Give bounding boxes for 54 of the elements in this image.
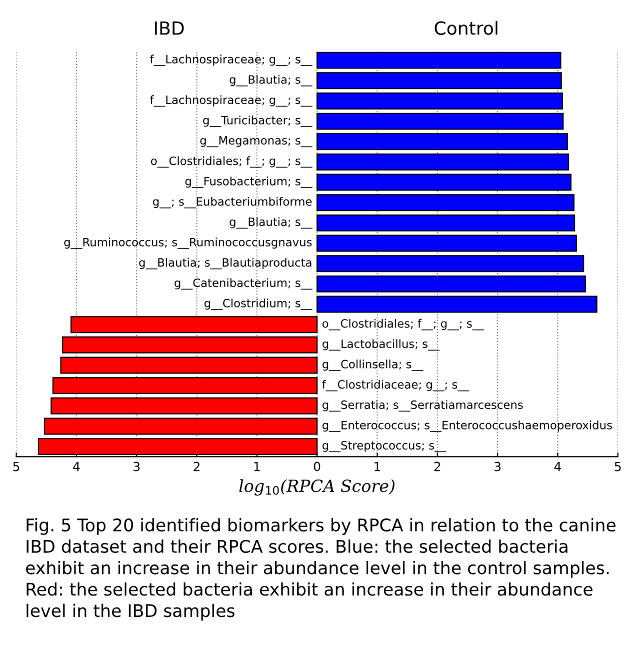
x-axis-title: log$_{10}$(RPCA Score): [239, 479, 394, 496]
bar: [50, 397, 318, 414]
x-tick-label: 3: [134, 462, 140, 472]
bar: [316, 112, 564, 130]
caption: Fig. 5 Top 20 identified biomarkers by RPCA in relation to the canine IBD dataset and their RPCA scores. Blue: the selected bacteria exhibit an increase in their abundance level in the control samples. Red: the selected bacteria exhibit an increase in their abundance level in the IBD samples: [26, 518, 616, 621]
y-tick-label: g__Blautia; s__: [230, 74, 312, 86]
y-tick-label: g__Clostridium; s__: [204, 298, 312, 310]
y-tick-label: g__Collinsella; s__: [322, 360, 424, 371]
bar: [316, 92, 564, 110]
y-tick-label: g__Megamonas; s__: [200, 136, 312, 148]
bar: [316, 234, 577, 252]
bar: [316, 72, 562, 90]
bar: [52, 377, 318, 394]
x-tick-label: 4: [554, 462, 561, 472]
text: Control: [434, 20, 498, 35]
bar: [62, 336, 318, 354]
bar: [316, 214, 576, 232]
bar: [70, 316, 318, 334]
y-tick-label: g__; s__Eubacteriumbiforme: [153, 196, 312, 208]
y-tick-label: f__Clostridiaceae; g__; s__: [322, 380, 470, 392]
x-tick-label: 0: [314, 462, 320, 472]
x-tick-label: 5: [614, 462, 621, 472]
y-tick-label: g__Catenibacterium; s__: [174, 278, 312, 290]
y-tick-label: g__Blautia; s__Blautiaproducta: [139, 258, 312, 270]
bar: [44, 418, 318, 435]
y-tick-label: g__Lactobacillus; s__: [322, 339, 440, 351]
y-tick-label: g__Blautia; s__: [230, 217, 312, 229]
bar: [316, 296, 598, 313]
text: IBD: [154, 22, 184, 35]
x-tick-label: 1: [254, 462, 260, 472]
x-tick-label: 3: [494, 462, 501, 472]
y-tick-label: g__Ruminococcus; s__Ruminococcusgnavus: [64, 238, 312, 249]
y-tick-label: g__Fusobacterium; s__: [185, 176, 312, 188]
bar: [316, 194, 574, 212]
y-tick-label: f__Lachnospiraceae; g__; s__: [150, 54, 312, 66]
y-tick-label: g__Turicibacter; s__: [203, 116, 312, 127]
y-tick-label: f__Lachnospiraceae; g__; s__: [150, 95, 312, 107]
x-tick-label: 1: [374, 462, 380, 472]
y-tick-label: o__Clostridiales; f__; g__; s__: [322, 318, 484, 330]
x-tick-label: 2: [194, 462, 200, 472]
y-tick-label: o__Clostridiales; f__; g__; s__: [151, 156, 312, 168]
x-tick-label: 5: [13, 462, 20, 472]
y-tick-label: g__Serratia; s__Serratiamarcescens: [322, 400, 523, 412]
x-tick-label: 4: [73, 462, 80, 472]
y-tick-label: g__Enterococcus; s__Enterococcushaemoperoxidus: [322, 420, 612, 432]
bar: [316, 52, 562, 69]
x-tick-label: 2: [434, 462, 440, 472]
y-tick-label: g__Streptococcus; s__: [322, 440, 446, 452]
bar: [316, 275, 586, 292]
bar: [316, 255, 584, 272]
bar: [60, 356, 318, 374]
bar: [316, 174, 572, 191]
bar: [316, 153, 570, 170]
bar: [316, 133, 568, 150]
